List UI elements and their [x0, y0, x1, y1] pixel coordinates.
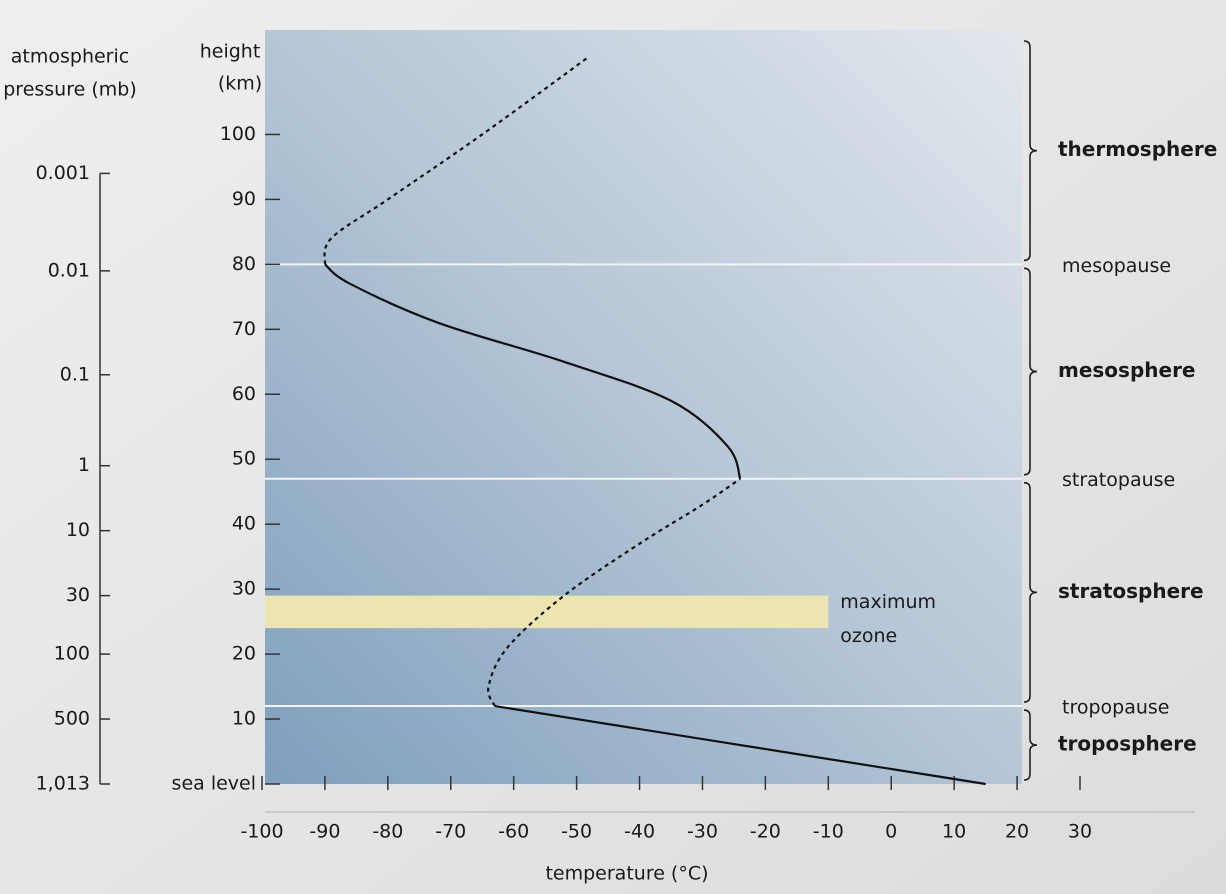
layer-label: mesosphere	[1058, 358, 1196, 382]
y-tick-label: 40	[232, 513, 256, 535]
x-tick-label: -40	[624, 821, 655, 843]
layer-brace	[1023, 481, 1038, 703]
plot-panel	[265, 30, 1022, 784]
boundary-label: tropopause	[1062, 697, 1170, 719]
boundary-label: mesopause	[1062, 255, 1171, 277]
boundary-label: stratopause	[1062, 469, 1175, 491]
y-tick-label: 20	[232, 643, 256, 665]
pressure-tick-label: 30	[66, 584, 90, 606]
layer-brace	[1023, 267, 1038, 476]
layer-label: thermosphere	[1058, 137, 1217, 161]
ozone-label: ozone	[840, 625, 897, 647]
pressure-tick-label: 100	[54, 643, 90, 665]
x-tick-label: 20	[1005, 821, 1029, 843]
temperature-line	[487, 477, 741, 707]
ozone-label: maximum	[840, 591, 936, 613]
layer-brace	[1023, 40, 1038, 262]
y-axis-title: (km)	[218, 73, 262, 95]
y-tick-label: 50	[232, 448, 256, 470]
x-tick-label: -60	[498, 821, 529, 843]
pressure-tick-label: 500	[54, 708, 90, 730]
x-tick-label: -100	[240, 821, 283, 843]
layer-label: stratosphere	[1058, 579, 1204, 603]
x-axis-title: temperature (°C)	[545, 863, 708, 885]
y-tick-label: 100	[220, 123, 256, 145]
x-tick-label: -70	[435, 821, 466, 843]
pressure-title: pressure (mb)	[3, 79, 137, 101]
ozone-band	[265, 595, 829, 629]
y-tick-label: 80	[232, 253, 256, 275]
x-tick-label: -10	[813, 821, 844, 843]
layer-brace	[1023, 709, 1038, 781]
y-tick-label: 30	[232, 578, 256, 600]
temperature-line	[324, 263, 742, 480]
pressure-tick-label: 0.001	[36, 162, 90, 184]
pressure-title: atmospheric	[11, 46, 129, 68]
x-tick-label: 0	[885, 821, 897, 843]
y-tick-label: 70	[232, 318, 256, 340]
x-tick-label: -80	[372, 821, 403, 843]
pressure-tick-label: 0.01	[48, 259, 90, 281]
x-tick-label: -90	[309, 821, 340, 843]
y-tick-label: 60	[232, 383, 256, 405]
temperature-line	[494, 704, 986, 786]
y-tick-label: 10	[232, 708, 256, 730]
y-tick-label: 90	[232, 188, 256, 210]
x-tick-label: 30	[1068, 821, 1092, 843]
x-tick-label: -30	[687, 821, 718, 843]
layer-label: troposphere	[1058, 732, 1197, 756]
y-axis-title: height	[200, 41, 261, 63]
pressure-tick-label: 10	[66, 519, 90, 541]
temperature-line	[323, 55, 590, 265]
x-tick-label: -50	[561, 821, 592, 843]
pressure-tick-label: 1,013	[36, 773, 90, 795]
y-tick-label: sea level	[172, 773, 256, 795]
pressure-tick-label: 0.1	[60, 363, 90, 385]
x-tick-label: 10	[942, 821, 966, 843]
pressure-tick-label: 1	[78, 454, 90, 476]
x-tick-label: -20	[750, 821, 781, 843]
